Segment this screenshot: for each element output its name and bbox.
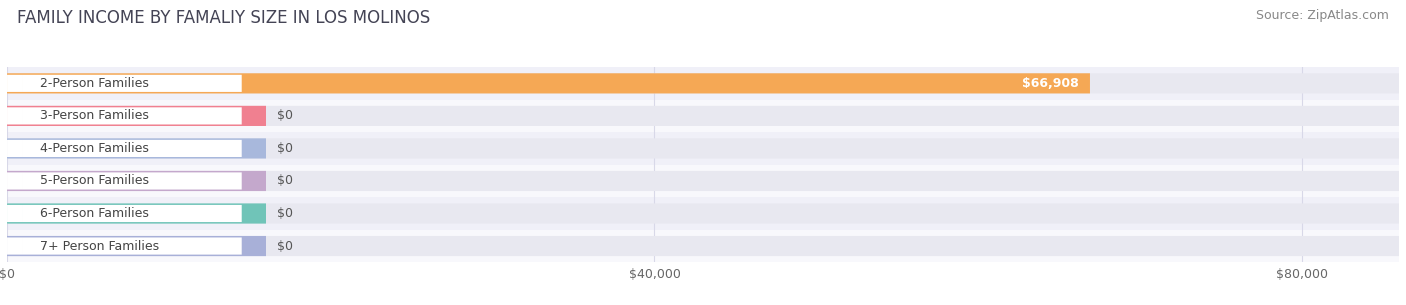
FancyBboxPatch shape	[7, 171, 1399, 191]
Text: $66,908: $66,908	[1022, 77, 1078, 90]
Text: $0: $0	[277, 142, 292, 155]
Text: FAMILY INCOME BY FAMALIY SIZE IN LOS MOLINOS: FAMILY INCOME BY FAMALIY SIZE IN LOS MOL…	[17, 9, 430, 27]
Text: 5-Person Families: 5-Person Families	[41, 174, 149, 188]
FancyBboxPatch shape	[7, 172, 242, 189]
Text: 2-Person Families: 2-Person Families	[41, 77, 149, 90]
FancyBboxPatch shape	[7, 138, 1399, 159]
Text: 4-Person Families: 4-Person Families	[41, 142, 149, 155]
FancyBboxPatch shape	[7, 238, 242, 255]
Text: $0: $0	[277, 239, 292, 253]
FancyBboxPatch shape	[7, 205, 242, 222]
FancyBboxPatch shape	[7, 100, 1399, 132]
Text: $0: $0	[277, 109, 292, 122]
FancyBboxPatch shape	[7, 106, 266, 126]
Text: 6-Person Families: 6-Person Families	[41, 207, 149, 220]
Text: Source: ZipAtlas.com: Source: ZipAtlas.com	[1256, 9, 1389, 22]
FancyBboxPatch shape	[7, 230, 1399, 262]
FancyBboxPatch shape	[7, 203, 266, 224]
Text: $0: $0	[277, 174, 292, 188]
Text: 7+ Person Families: 7+ Person Families	[41, 239, 159, 253]
FancyBboxPatch shape	[7, 73, 1399, 93]
FancyBboxPatch shape	[7, 203, 1399, 224]
Text: $0: $0	[277, 207, 292, 220]
FancyBboxPatch shape	[7, 236, 266, 256]
Text: 3-Person Families: 3-Person Families	[41, 109, 149, 122]
FancyBboxPatch shape	[7, 75, 242, 92]
FancyBboxPatch shape	[7, 236, 1399, 256]
FancyBboxPatch shape	[7, 106, 1399, 126]
FancyBboxPatch shape	[7, 73, 1090, 93]
FancyBboxPatch shape	[7, 197, 1399, 230]
FancyBboxPatch shape	[7, 67, 1399, 100]
FancyBboxPatch shape	[7, 165, 1399, 197]
FancyBboxPatch shape	[7, 138, 266, 159]
FancyBboxPatch shape	[7, 140, 242, 157]
FancyBboxPatch shape	[7, 132, 1399, 165]
FancyBboxPatch shape	[7, 107, 242, 124]
FancyBboxPatch shape	[7, 171, 266, 191]
